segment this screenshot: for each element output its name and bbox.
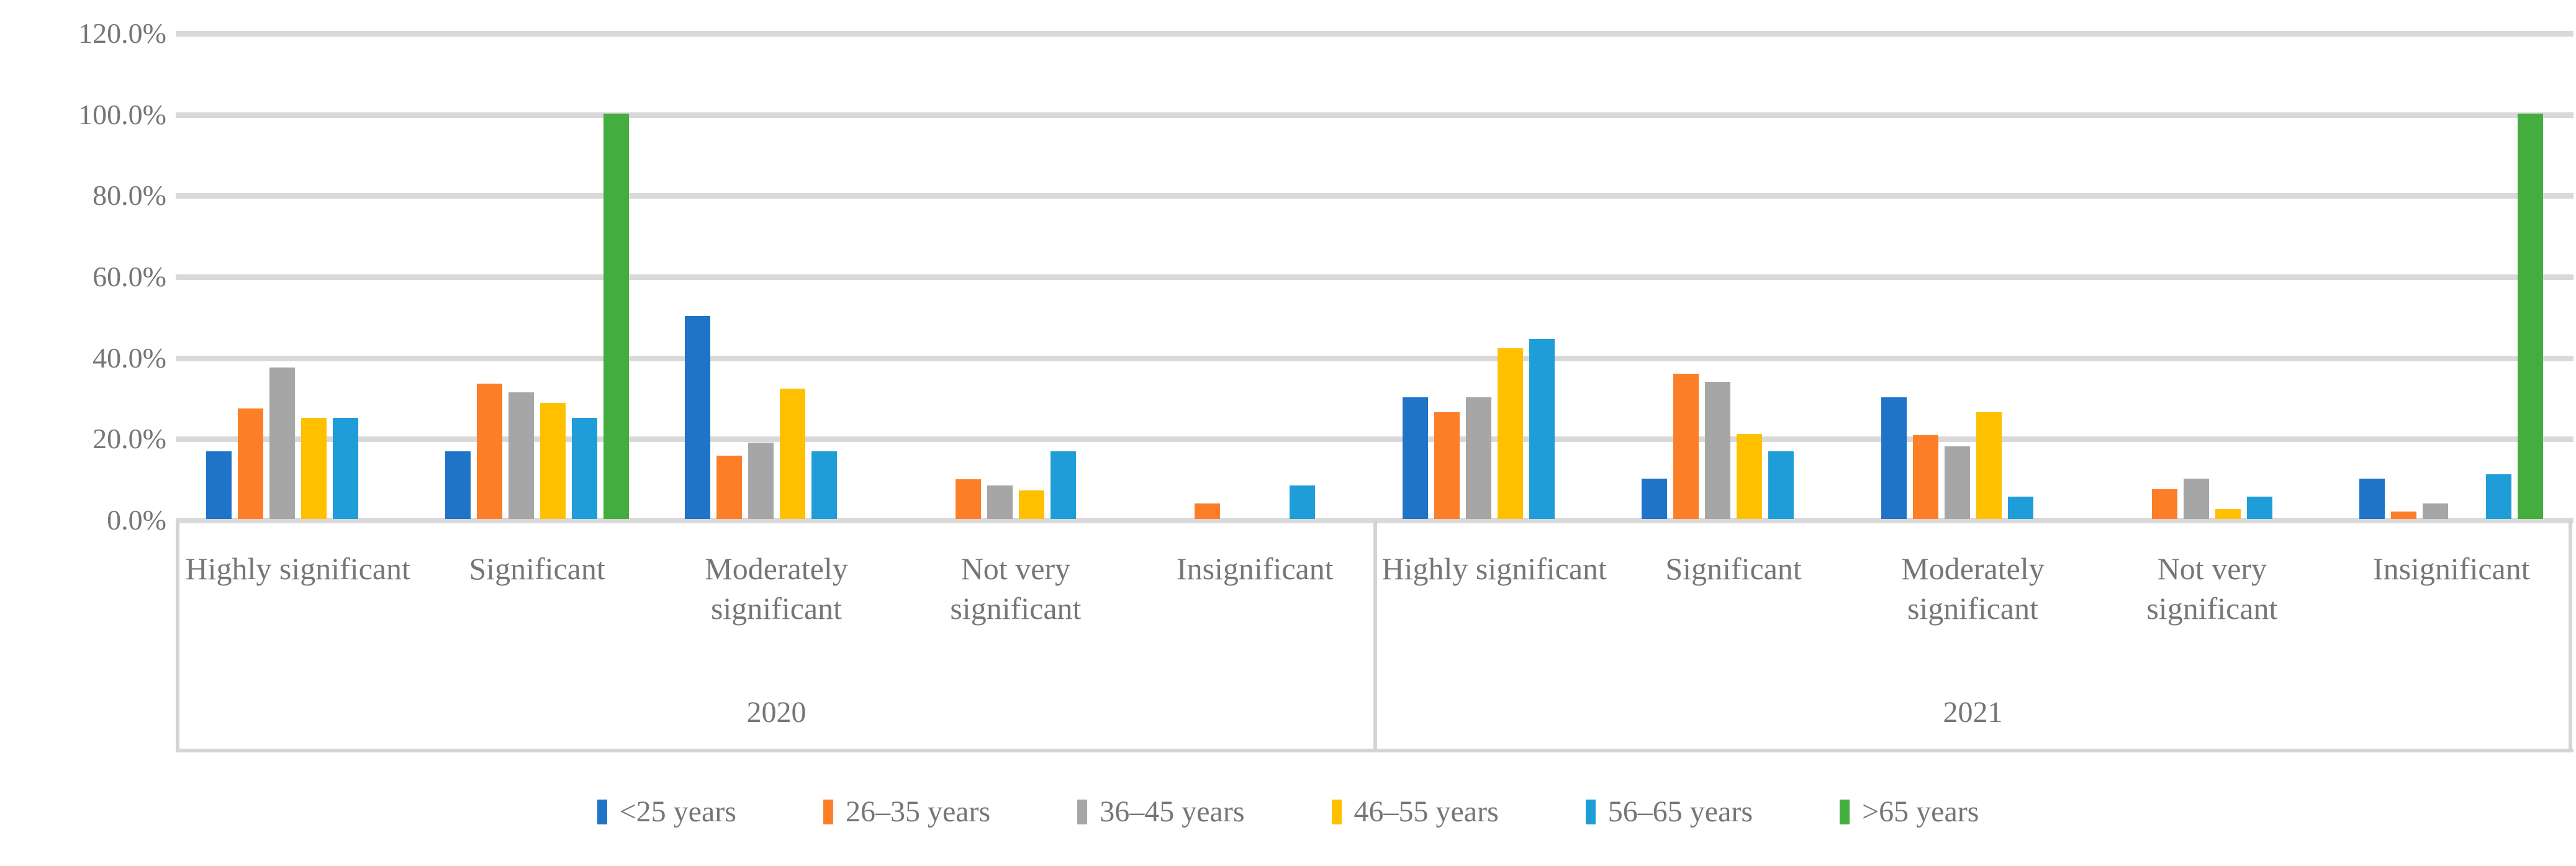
gridline	[176, 193, 2574, 199]
legend-swatch	[1840, 799, 1850, 824]
legend-swatch	[1585, 799, 1596, 824]
legend-label: >65 years	[1862, 795, 1979, 828]
bar	[540, 403, 566, 519]
bar	[237, 408, 263, 519]
bar	[1881, 397, 1907, 519]
legend-swatch	[823, 799, 833, 824]
bar	[1290, 485, 1316, 519]
category-label: Insignificant	[2372, 551, 2530, 586]
bar	[1768, 451, 1794, 519]
bar	[955, 479, 981, 519]
bar	[1497, 348, 1523, 519]
y-tick-label: 80.0%	[93, 179, 166, 212]
category-box-divider	[1373, 520, 1377, 751]
bar	[2391, 511, 2417, 519]
bar	[1976, 412, 2002, 519]
gridline	[176, 436, 2574, 443]
category-label: Highly significant	[185, 551, 410, 586]
legend-swatch	[1331, 799, 1342, 824]
bar	[684, 316, 710, 519]
gridline	[176, 112, 2574, 118]
category-label: Moderately significant	[1901, 551, 2045, 626]
bar	[1737, 433, 1763, 519]
category-label: Significant	[469, 551, 605, 586]
bar	[1705, 382, 1731, 519]
bar	[2183, 479, 2209, 519]
bar	[1912, 435, 1938, 519]
bar	[779, 389, 805, 519]
bar	[2215, 508, 2241, 519]
legend-item: 36–45 years	[1077, 795, 1245, 829]
bar	[2359, 478, 2385, 519]
category-label: Moderately significant	[705, 551, 848, 626]
bar	[987, 485, 1013, 519]
y-tick-label: 100.0%	[78, 98, 166, 130]
category-label: Insignificant	[1176, 551, 1334, 586]
bar	[1642, 478, 1668, 519]
bar	[2007, 497, 2033, 519]
y-tick-label: 20.0%	[93, 423, 166, 455]
bar	[477, 384, 503, 519]
legend-swatch	[1077, 799, 1088, 824]
bar	[1465, 397, 1491, 519]
gridline	[176, 31, 2574, 37]
y-tick-label: 0.0%	[107, 504, 166, 536]
legend-item: 46–55 years	[1331, 795, 1499, 829]
legend-item: 56–65 years	[1585, 795, 1753, 829]
legend: <25 years 26–35 years 36–45 years 46–55 yea…	[0, 795, 2576, 829]
legend-label: 56–65 years	[1607, 795, 1753, 828]
bar	[206, 451, 232, 519]
gridline	[176, 274, 2574, 280]
legend-item: <25 years	[597, 795, 736, 829]
category-label: Not very significant	[2146, 551, 2278, 626]
legend-label: 36–45 years	[1100, 795, 1245, 828]
bar	[1673, 374, 1699, 519]
bar	[2423, 503, 2449, 519]
category-box-divider	[2569, 520, 2572, 751]
y-tick-label: 60.0%	[93, 261, 166, 292]
bar	[716, 456, 742, 519]
bar	[1529, 338, 1555, 519]
bar	[572, 417, 598, 519]
legend-label: <25 years	[619, 795, 736, 828]
category-label: Significant	[1665, 551, 1802, 586]
category-box-bottom	[176, 749, 2574, 752]
bar	[269, 367, 295, 519]
gridline	[176, 355, 2574, 361]
bar	[748, 443, 774, 519]
category-label: Not very significant	[950, 551, 1082, 626]
y-tick-label: 40.0%	[93, 341, 166, 374]
legend-label: 26–35 years	[845, 795, 991, 828]
bar	[1402, 397, 1428, 519]
category-box-divider	[176, 520, 179, 751]
y-tick-label: 120.0%	[78, 17, 166, 49]
bar	[332, 417, 358, 519]
bar	[603, 113, 630, 519]
year-label: 2020	[746, 696, 807, 729]
bar	[1050, 451, 1076, 519]
bar	[1195, 503, 1221, 519]
bar	[1944, 446, 1970, 519]
bar	[1018, 490, 1044, 519]
bar	[2518, 113, 2544, 519]
legend-swatch	[597, 799, 607, 824]
bar	[301, 417, 327, 519]
bar	[2486, 474, 2512, 519]
legend-label: 46–55 years	[1354, 795, 1499, 828]
bar	[445, 451, 471, 519]
bar	[508, 392, 535, 519]
category-label: Highly significant	[1381, 551, 1607, 586]
year-label: 2021	[1943, 696, 2003, 729]
legend-item: 26–35 years	[823, 795, 990, 829]
bar	[1434, 412, 1460, 519]
legend-item: >65 years	[1840, 795, 1979, 829]
bar	[811, 451, 837, 519]
bar	[2151, 489, 2177, 519]
bar	[2246, 497, 2272, 519]
